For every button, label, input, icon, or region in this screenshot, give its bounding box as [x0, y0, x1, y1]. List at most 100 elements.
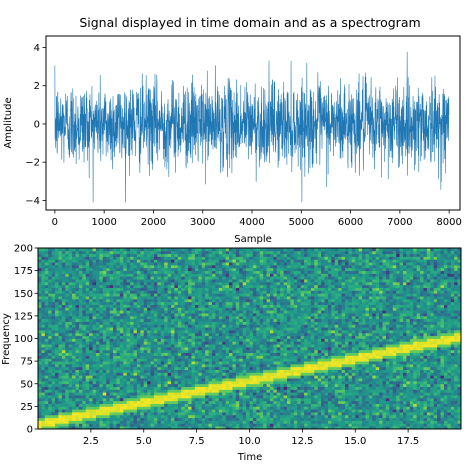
spectrogram-cell — [287, 344, 291, 348]
spectrogram-cell — [273, 361, 278, 365]
spectrogram-cell — [222, 248, 227, 252]
spectrogram-cell — [41, 318, 46, 322]
spectrogram-cell — [218, 307, 223, 311]
spectrogram-cell — [119, 290, 124, 294]
spectrogram-cell — [119, 338, 124, 342]
spectrogram-cell — [82, 296, 87, 300]
spectrogram-cell — [174, 389, 179, 393]
spectrogram-cell — [194, 270, 199, 274]
spectrogram-cell — [153, 395, 158, 399]
spectrogram-cell — [61, 395, 66, 399]
spectrogram-cell — [208, 344, 213, 348]
spectrogram-cell — [167, 406, 172, 410]
spectrogram-cell — [51, 321, 56, 325]
spectrogram-cell — [171, 386, 175, 390]
spectrogram-cell — [211, 341, 216, 345]
spectrogram-cell — [38, 341, 42, 345]
spectrogram-cell — [147, 284, 151, 288]
spectrogram-cell — [109, 248, 114, 252]
spectrogram-cell — [201, 273, 206, 277]
spectrogram-cell — [283, 406, 288, 410]
spectrogram-cell — [41, 279, 46, 283]
spectrogram-cell — [41, 267, 46, 272]
spectrogram-cell — [116, 332, 121, 337]
spectrogram-cell — [287, 318, 291, 322]
spectrogram-cell — [140, 349, 145, 354]
spectrogram-cell — [188, 375, 192, 379]
spectrogram-cell — [123, 412, 128, 416]
spectrogram-cell — [119, 392, 124, 396]
spectrogram-cell — [119, 366, 124, 371]
spectrogram-cell — [126, 349, 131, 354]
spectrogram-cell — [58, 262, 63, 266]
spectrogram-cell — [215, 375, 220, 379]
spectrogram-cell — [153, 301, 158, 305]
spectrogram-cell — [201, 406, 206, 410]
spectrogram-cell — [95, 378, 100, 382]
spectrogram-cell — [61, 296, 66, 300]
spectrogram-cell — [102, 273, 107, 277]
spectrogram-cell — [55, 355, 59, 359]
spectrogram-cell — [300, 403, 305, 407]
spectrogram-cell — [147, 290, 151, 294]
spectrogram-cell — [99, 346, 104, 351]
spectrogram-cell — [75, 284, 80, 288]
spectrogram-cell — [191, 290, 196, 294]
spectrogram-cell — [75, 318, 80, 322]
spectrogram-cell — [232, 307, 237, 311]
spectrogram-cell — [263, 395, 267, 399]
spectrogram-cell — [102, 392, 107, 396]
spectrogram-cell — [147, 250, 151, 255]
spectrogram-cell — [150, 400, 155, 404]
spectrogram-cell — [280, 301, 285, 305]
spectrogram-cell — [38, 383, 42, 387]
spectrogram-cell — [225, 417, 230, 421]
spectrogram-cell — [201, 330, 206, 334]
spectrogram-cell — [273, 284, 278, 288]
spectrogram-cell — [164, 414, 169, 419]
spectrogram-cell — [249, 330, 254, 334]
spectrogram-cell — [102, 366, 107, 371]
spectrogram-cell — [160, 383, 165, 387]
spectrogram-cell — [174, 349, 179, 354]
spectrogram-cell — [293, 420, 298, 424]
spectrogram-cell — [184, 253, 189, 257]
spectrogram-cell — [246, 358, 250, 362]
spectrogram-cell — [123, 338, 128, 342]
spectrogram-cell — [276, 259, 281, 263]
spectrogram-cell — [48, 383, 53, 387]
spectrogram-cell — [58, 301, 63, 305]
spectrogram-cell — [239, 366, 244, 371]
spectrogram-cell — [269, 412, 274, 416]
spectrogram-cell — [300, 423, 305, 427]
spectrogram-cell — [51, 313, 56, 317]
spectrogram-cell — [181, 346, 186, 351]
spectrogram-cell — [140, 279, 145, 283]
spectrogram-cell — [51, 250, 56, 255]
spectrogram-cell — [164, 264, 169, 269]
spectrogram-cell — [293, 330, 298, 334]
spectrogram-cell — [205, 256, 209, 260]
spectrogram-cell — [153, 423, 158, 427]
spectrogram-cell — [65, 375, 70, 379]
spectrogram-cell — [130, 296, 134, 300]
spectrogram-cell — [280, 417, 285, 421]
spectrogram-cell — [123, 296, 128, 300]
spectrogram-cell — [174, 392, 179, 396]
spectrogram-cell — [58, 304, 63, 308]
spectrogram-cell — [215, 324, 220, 328]
spectrogram-cell — [198, 420, 203, 424]
spectrogram-cell — [99, 264, 104, 269]
spectrogram-cell — [225, 264, 230, 269]
spectrogram-cell — [297, 380, 302, 385]
spectrogram-cell — [218, 321, 223, 325]
spectrogram-cell — [246, 369, 250, 373]
spectrogram-cell — [68, 335, 73, 339]
spectrogram-cell — [160, 409, 165, 413]
spectrogram-cell — [266, 253, 271, 257]
spectrogram-cell — [147, 366, 151, 371]
spectrogram-cell — [140, 259, 145, 263]
spectrogram-cell — [109, 264, 114, 269]
spectrogram-cell — [280, 290, 285, 294]
spectrogram-cell — [89, 270, 93, 274]
